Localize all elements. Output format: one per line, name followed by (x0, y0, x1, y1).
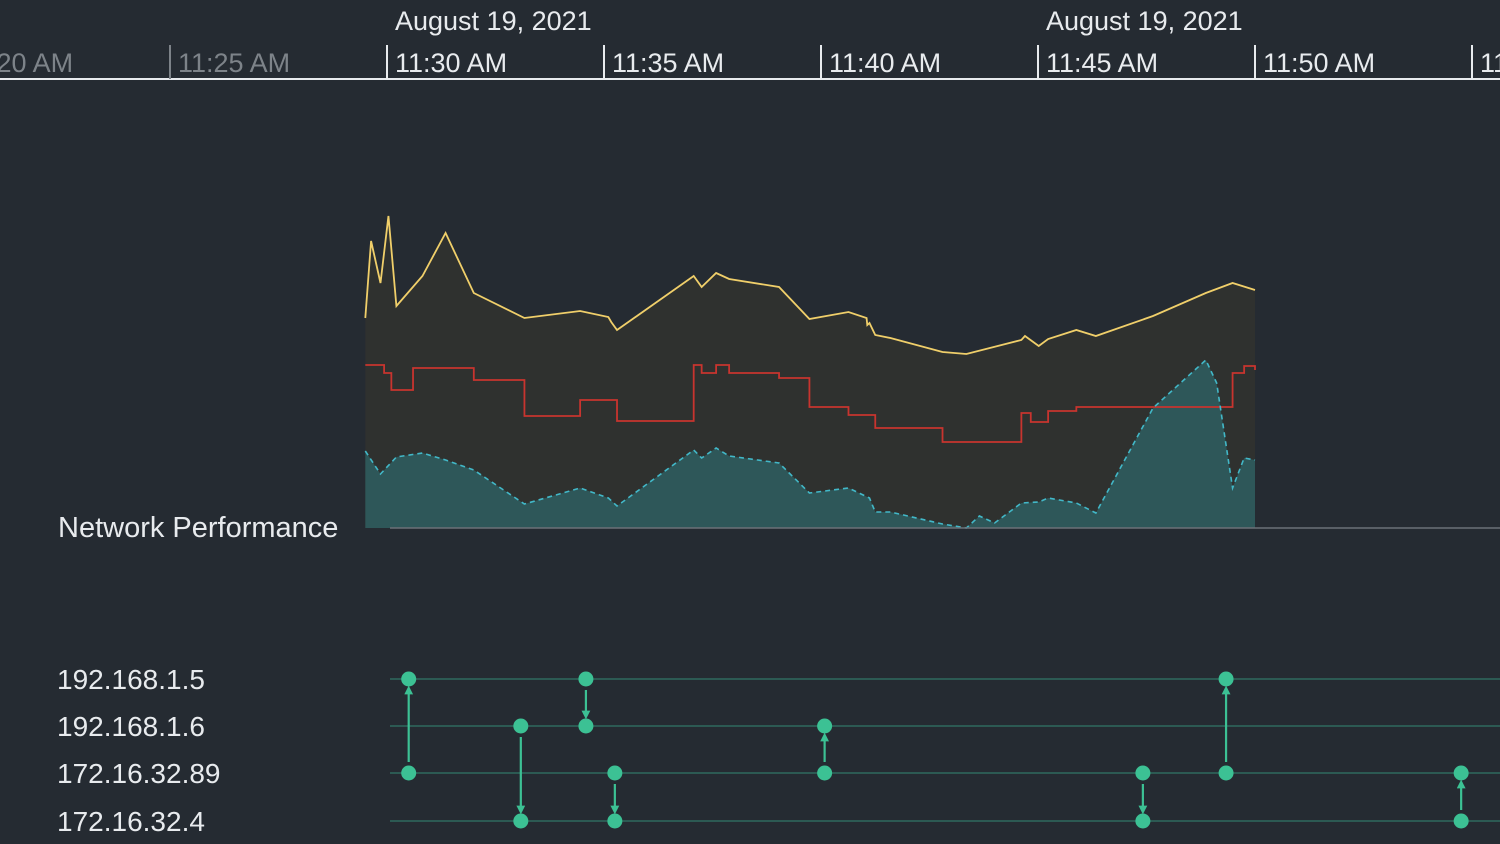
tick-label: 11:45 AM (1046, 48, 1158, 78)
event-source-dot (578, 671, 594, 687)
tick-label: 11:25 AM (178, 48, 290, 78)
connection-event[interactable] (1453, 765, 1469, 829)
event-target-dot (401, 671, 417, 687)
connection-event[interactable] (817, 718, 833, 781)
tick-label: 11:20 AM (0, 48, 73, 78)
event-source-dot (817, 765, 833, 781)
date-labels: August 19, 2021 August 19, 2021 (395, 6, 1243, 36)
event-source-dot (607, 765, 623, 781)
host-rows[interactable]: 192.168.1.5 192.168.1.6 172.16.32.89 172.16… (57, 664, 1500, 837)
tick-label: 11:55 AM (1480, 48, 1500, 78)
connection-event[interactable] (578, 671, 594, 734)
event-source-dot (1453, 813, 1469, 829)
date-label: August 19, 2021 (395, 6, 592, 36)
event-target-dot (607, 813, 623, 829)
time-ticks: 11:20 AM 11:25 AM 11:30 AM 11:35 AM 11:40 AM… (0, 45, 1500, 79)
teal-series-area (365, 360, 1255, 528)
performance-label: Network Performance (58, 512, 338, 544)
performance-series (364, 215, 1256, 529)
connection-event[interactable] (607, 765, 623, 829)
yellow-series-area (365, 216, 1255, 528)
host-label[interactable]: 192.168.1.5 (57, 664, 205, 695)
host-label[interactable]: 172.16.32.89 (57, 758, 221, 789)
event-target-dot (513, 813, 529, 829)
event-source-dot (1135, 765, 1151, 781)
connection-event[interactable] (1135, 765, 1151, 829)
date-label: August 19, 2021 (1046, 6, 1243, 36)
red-series-line[interactable] (365, 364, 1256, 443)
event-target-dot (1135, 813, 1151, 829)
connection-event[interactable] (1218, 671, 1234, 781)
tick-label: 11:40 AM (829, 48, 941, 78)
event-source-dot (401, 765, 417, 781)
host-label[interactable]: 192.168.1.6 (57, 711, 205, 742)
connection-event[interactable] (513, 718, 529, 829)
tick-label: 11:30 AM (395, 48, 507, 78)
teal-series-line[interactable] (364, 358, 1256, 529)
event-source-dot (1218, 765, 1234, 781)
tick-label: 11:35 AM (612, 48, 724, 78)
tick-label: 11:50 AM (1263, 48, 1375, 78)
host-label[interactable]: 172.16.32.4 (57, 806, 205, 837)
event-target-dot (817, 718, 833, 734)
event-target-dot (1453, 765, 1469, 781)
event-target-dot (578, 718, 594, 734)
yellow-series-line[interactable] (364, 215, 1256, 355)
connection-events[interactable] (401, 671, 1469, 829)
event-target-dot (1218, 671, 1234, 687)
connection-event[interactable] (401, 671, 417, 781)
event-source-dot (513, 718, 529, 734)
network-performance-chart[interactable]: Network Performance (58, 215, 1500, 544)
